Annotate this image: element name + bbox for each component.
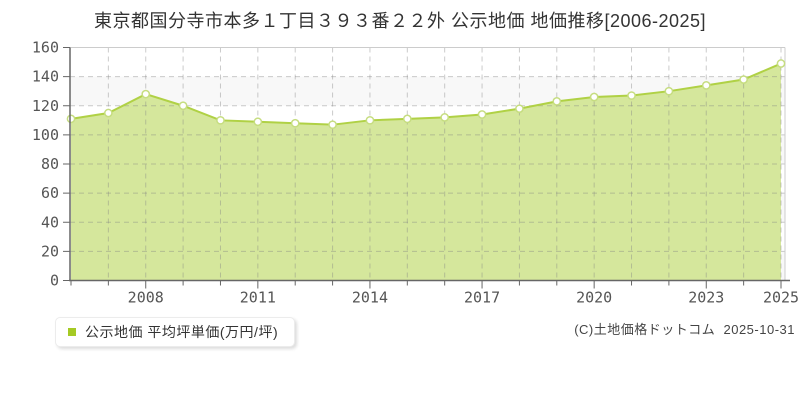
- svg-text:2008: 2008: [128, 289, 164, 307]
- svg-text:80: 80: [41, 155, 59, 173]
- svg-text:140: 140: [32, 68, 59, 86]
- svg-text:0: 0: [50, 272, 59, 290]
- legend: 公示地価 平均坪単価(万円/坪): [55, 317, 296, 347]
- svg-text:160: 160: [32, 39, 59, 57]
- svg-text:2020: 2020: [576, 289, 612, 307]
- svg-text:2014: 2014: [352, 289, 388, 307]
- copyright-text: (C)土地価格ドットコム 2025-10-31: [574, 322, 795, 337]
- svg-text:2017: 2017: [464, 289, 500, 307]
- svg-text:40: 40: [41, 213, 59, 231]
- svg-text:60: 60: [41, 184, 59, 202]
- svg-text:100: 100: [32, 126, 59, 144]
- price-trend-chart: 0 20 40 60 80 100 120 140 160 2008 2011 2014 2017 202…: [32, 39, 799, 307]
- svg-text:20: 20: [41, 242, 59, 260]
- legend-marker-icon: [68, 328, 76, 336]
- legend-label: 公示地価 平均坪単価(万円/坪): [85, 324, 279, 340]
- chart-title: 東京都国分寺市本多１丁目３９３番２２外 公示地価 地価推移[2006-2025]: [93, 11, 707, 31]
- svg-text:2011: 2011: [240, 289, 276, 307]
- svg-text:2025: 2025: [763, 289, 799, 307]
- svg-text:2023: 2023: [688, 289, 724, 307]
- svg-text:120: 120: [32, 97, 59, 115]
